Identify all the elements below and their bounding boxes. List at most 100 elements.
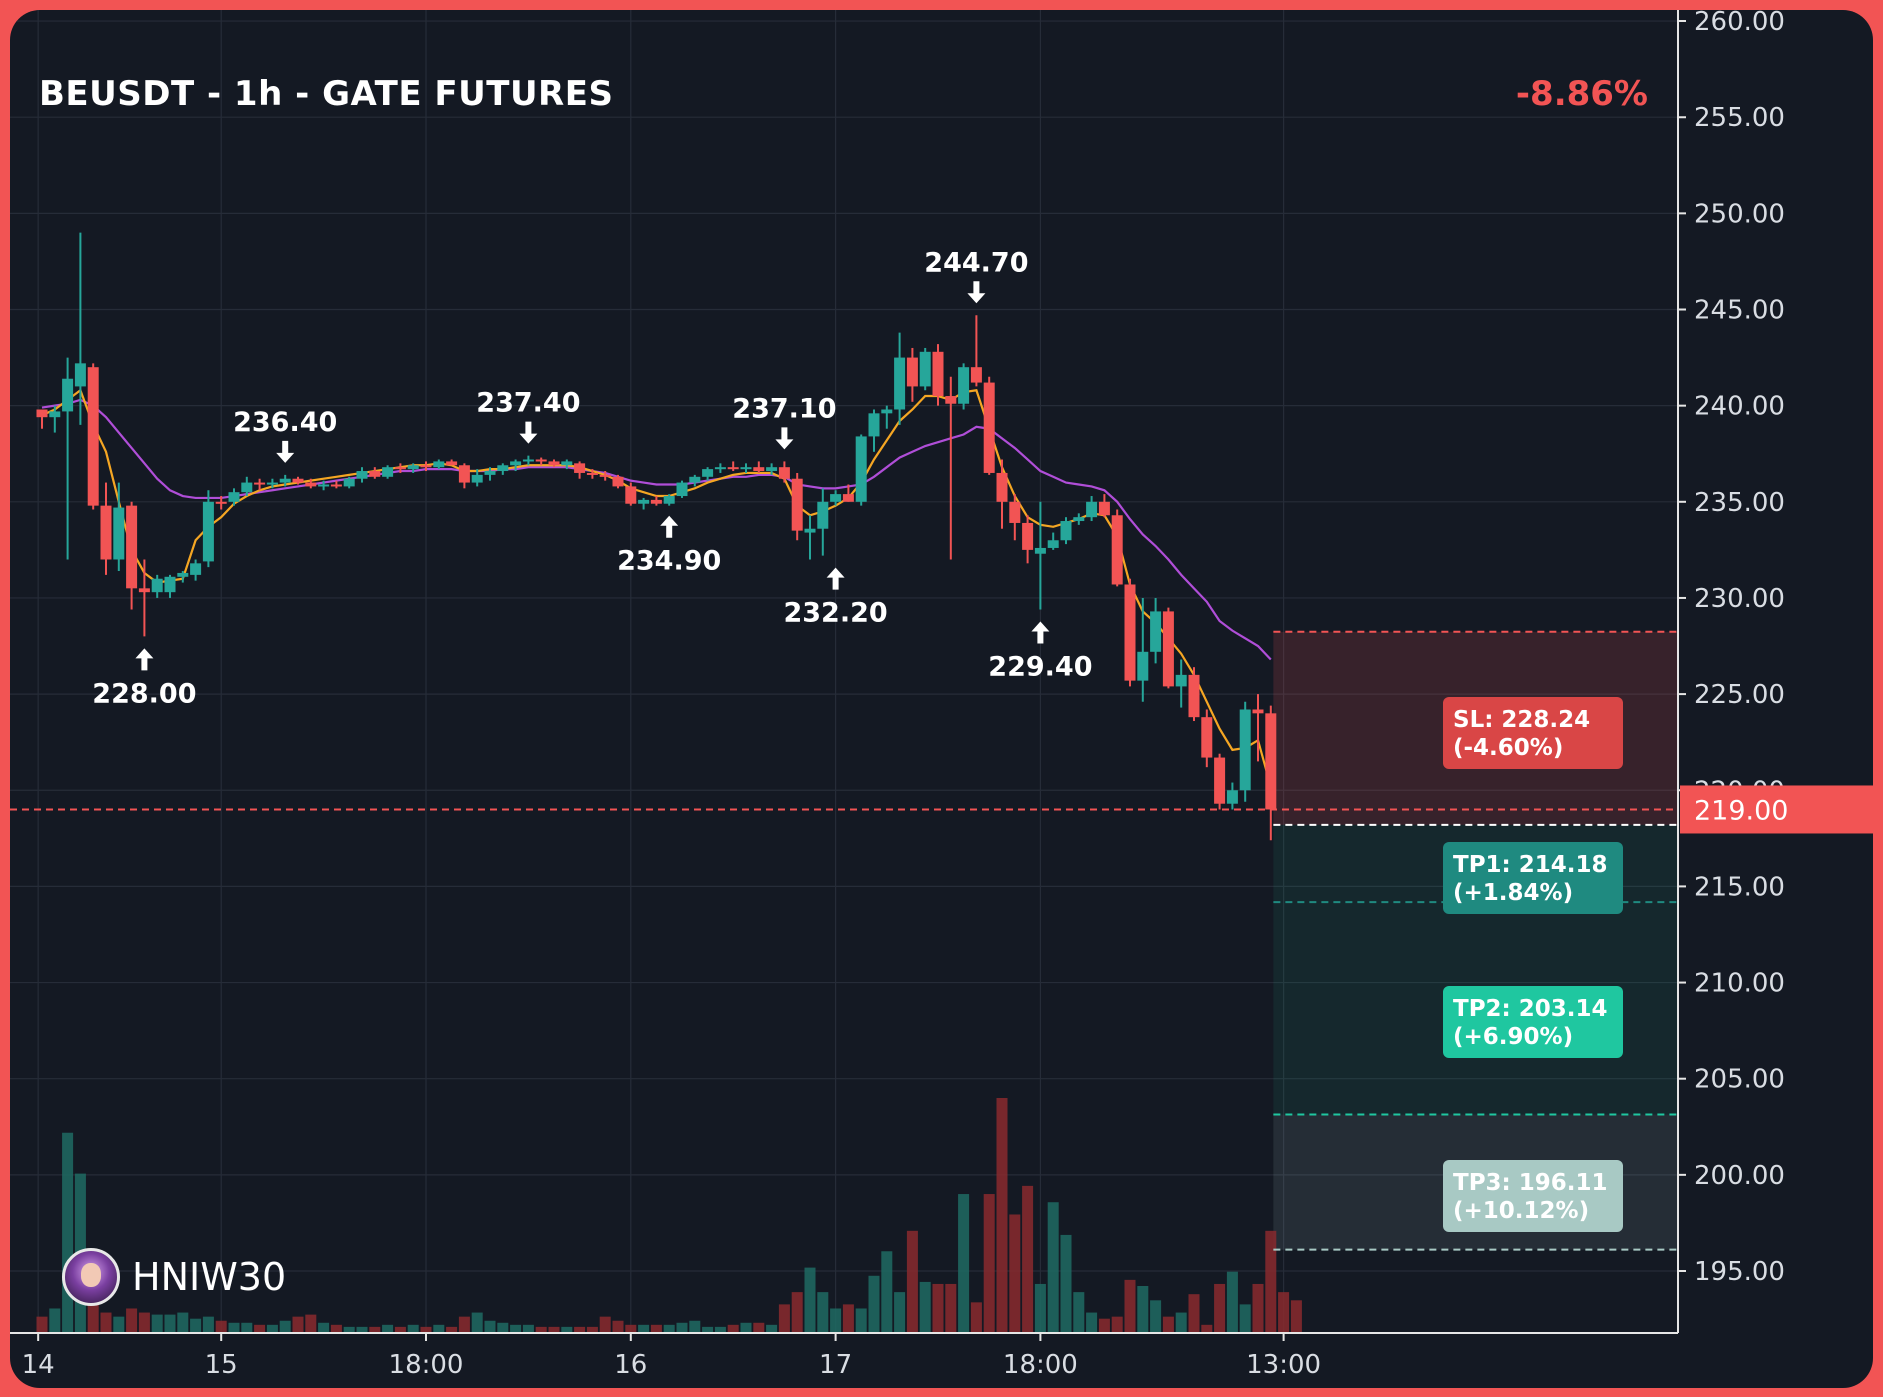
- volume-bar: [855, 1308, 867, 1333]
- volume-bar: [254, 1324, 266, 1333]
- candle-body: [996, 472, 1008, 502]
- y-tick-label: 255.00: [1694, 103, 1785, 133]
- arrow-up-icon: [826, 567, 845, 590]
- y-tick-label: 225.00: [1694, 680, 1785, 710]
- volume-bar: [126, 1308, 138, 1333]
- volume-bar: [881, 1251, 893, 1333]
- candle-body: [638, 499, 650, 504]
- last-price-label: 219.00: [1694, 795, 1788, 826]
- candle-body: [471, 474, 483, 483]
- candle-body: [970, 367, 982, 383]
- volume-bar: [446, 1326, 458, 1333]
- volume-bar: [1214, 1283, 1226, 1333]
- x-tick-label: 13:00: [1246, 1350, 1321, 1380]
- candle-body: [586, 472, 598, 475]
- volume-bar: [804, 1267, 816, 1333]
- swing-low-label: 229.40: [988, 651, 1092, 682]
- volume-bar: [433, 1324, 445, 1333]
- candle-body: [36, 409, 48, 418]
- volume-bar: [894, 1292, 906, 1333]
- candle-body: [740, 467, 752, 470]
- candle-body: [1239, 709, 1251, 791]
- volume-bar: [510, 1324, 522, 1333]
- volume-bar: [1034, 1283, 1046, 1333]
- volume-bar: [279, 1320, 291, 1333]
- volume-bar: [535, 1326, 547, 1333]
- candle-body: [394, 467, 406, 470]
- candle-body: [714, 467, 726, 470]
- volume-bar: [996, 1098, 1008, 1333]
- candle-body: [561, 461, 573, 466]
- volume-bar: [727, 1324, 739, 1333]
- candle-body: [1073, 517, 1085, 522]
- volume-bar: [1226, 1271, 1238, 1333]
- volume-bar: [1239, 1304, 1251, 1333]
- candle-body: [318, 484, 330, 487]
- volume-bar: [753, 1322, 765, 1333]
- candle-body: [945, 396, 957, 404]
- tp1-label-pct: (+1.84%): [1453, 880, 1573, 906]
- candle-body: [894, 357, 906, 410]
- candle-body: [1162, 611, 1174, 687]
- brand-name: HNIW30: [132, 1255, 287, 1299]
- volume-bar: [471, 1312, 483, 1333]
- candle-body: [1150, 611, 1162, 652]
- candle-body: [650, 499, 662, 504]
- volume-bar: [190, 1318, 202, 1333]
- candle-body: [484, 471, 496, 475]
- candle-body: [791, 478, 803, 531]
- candle-body: [1098, 501, 1110, 516]
- volume-bar: [663, 1324, 675, 1333]
- candle-body: [330, 484, 342, 487]
- candle-body: [599, 474, 611, 477]
- volume-bar: [330, 1324, 342, 1333]
- price-chart[interactable]: 228.00 236.40 237.40 234.90 237.10 232.20 244.…: [10, 10, 1873, 1388]
- y-tick-label: 235.00: [1694, 488, 1785, 518]
- volume-bar: [906, 1230, 918, 1333]
- candle-body: [279, 478, 291, 483]
- volume-bar: [778, 1304, 790, 1333]
- candle-body: [215, 501, 227, 504]
- candle-body: [164, 576, 176, 593]
- volume-bar: [599, 1316, 611, 1333]
- candle-body: [548, 461, 560, 466]
- swing-low-label: 228.00: [92, 678, 196, 709]
- volume-bar: [766, 1324, 778, 1333]
- candle-body: [458, 465, 470, 483]
- candle-body: [433, 461, 445, 468]
- volume-bar: [638, 1324, 650, 1333]
- volume-bar: [945, 1283, 957, 1333]
- candle-body: [497, 465, 509, 472]
- volume-bar: [791, 1292, 803, 1333]
- candle-body: [919, 351, 931, 387]
- volume-bar: [305, 1314, 317, 1333]
- candle-body: [778, 467, 790, 479]
- volume-bar: [177, 1312, 189, 1333]
- volume-bar: [970, 1302, 982, 1333]
- volume-bar: [1009, 1214, 1021, 1333]
- volume-bar: [612, 1320, 624, 1333]
- volume-bar: [241, 1322, 253, 1333]
- swing-high-label: 237.10: [732, 393, 836, 424]
- candle-body: [868, 413, 880, 437]
- volume-bar: [382, 1324, 394, 1333]
- y-tick-label: 195.00: [1694, 1257, 1785, 1287]
- candle-body: [958, 367, 970, 404]
- candle-body: [817, 501, 829, 529]
- volume-bar: [932, 1283, 944, 1333]
- volume-bar: [369, 1326, 381, 1333]
- volume-bar: [49, 1308, 61, 1333]
- volume-bar: [228, 1322, 240, 1333]
- candle-body: [1086, 501, 1098, 518]
- volume-bar: [215, 1320, 227, 1333]
- volume-bar: [1188, 1294, 1200, 1333]
- candle-body: [49, 411, 61, 418]
- candle-body: [343, 478, 355, 487]
- volume-bar: [407, 1324, 419, 1333]
- candle-body: [612, 476, 624, 487]
- chart-frame: 228.00 236.40 237.40 234.90 237.10 232.20 244.…: [10, 10, 1873, 1388]
- volume-bar: [1162, 1316, 1174, 1333]
- candle-body: [382, 467, 394, 477]
- volume-bar: [1073, 1292, 1085, 1333]
- candle-body: [1188, 674, 1200, 718]
